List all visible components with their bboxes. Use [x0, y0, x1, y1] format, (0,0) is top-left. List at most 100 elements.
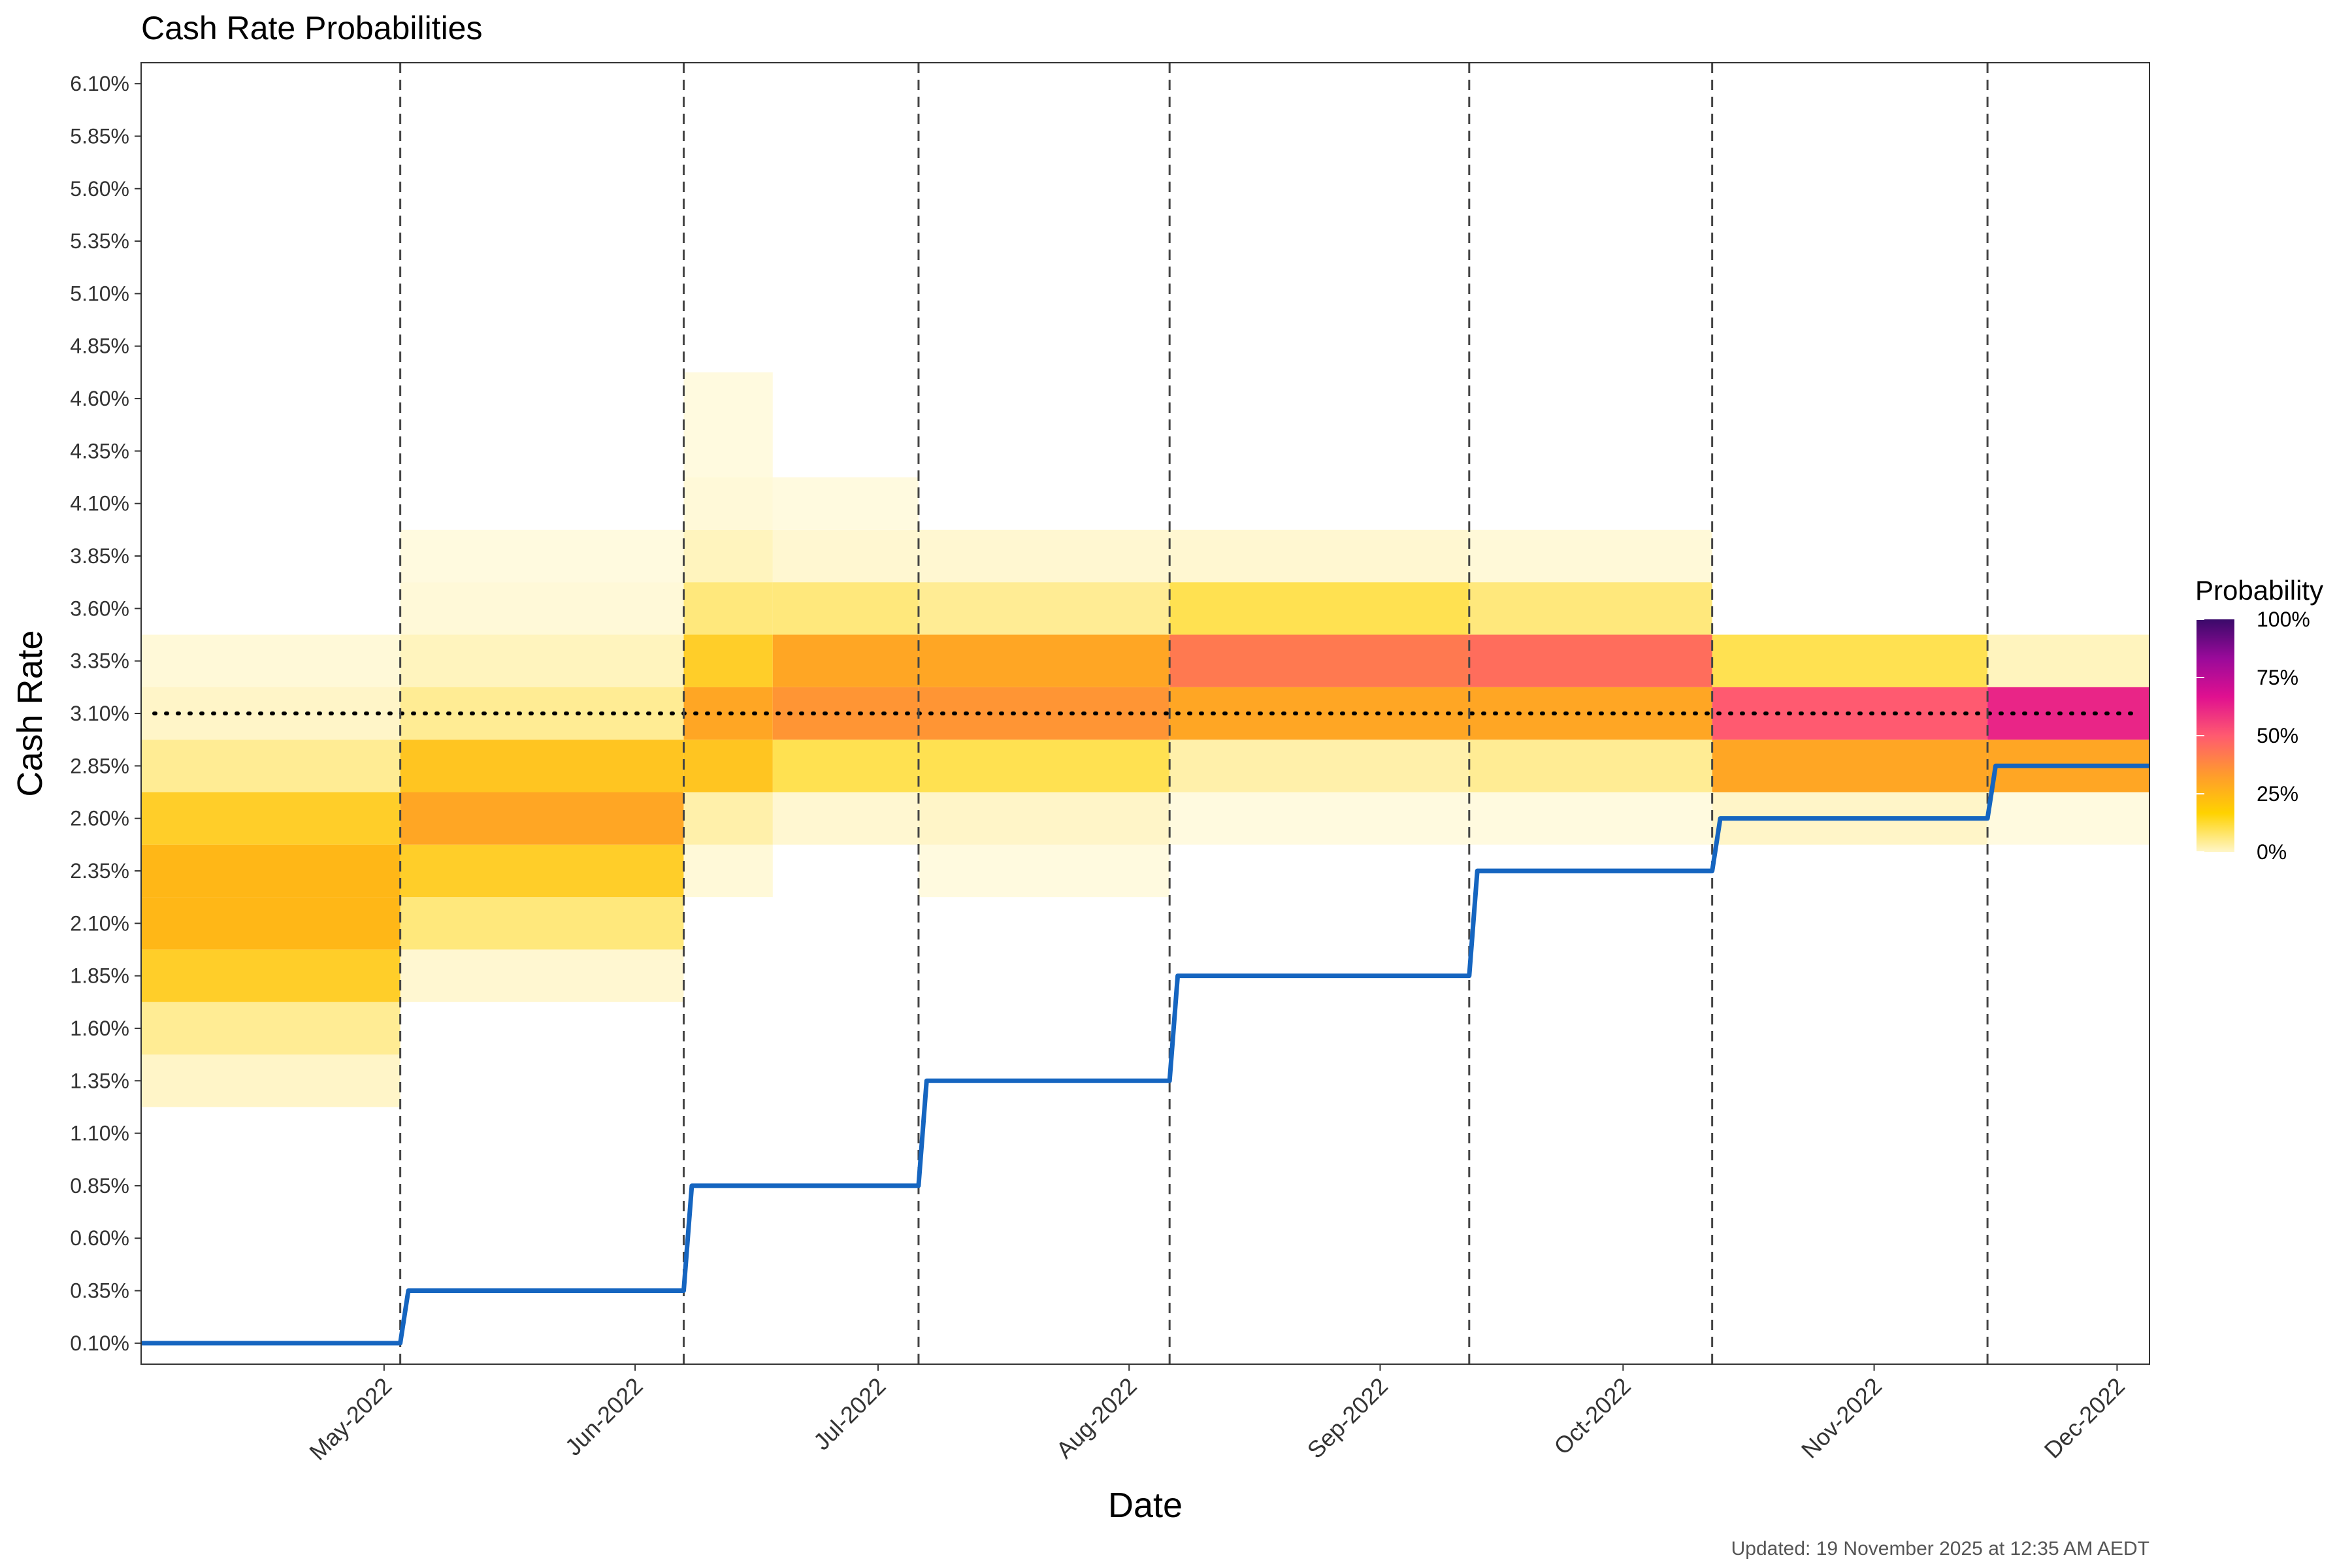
meeting-lines: [399, 63, 1989, 1364]
legend-tick-label: 75%: [2257, 666, 2298, 689]
y-tick-label: 5.85%: [70, 124, 129, 148]
y-tick-label: 0.35%: [70, 1279, 129, 1303]
heat-cell: [772, 477, 919, 530]
x-tick-label: May-2022: [304, 1373, 397, 1465]
heat-cell: [1469, 582, 1712, 635]
heat-cell: [1712, 740, 1988, 792]
y-tick-label: 1.85%: [70, 964, 129, 988]
heat-cell: [141, 1002, 400, 1055]
cash-rate-line: [141, 763, 2149, 1346]
y-tick-label: 1.60%: [70, 1017, 129, 1040]
y-tick-label: 2.60%: [70, 807, 129, 830]
heat-cell: [918, 634, 1170, 687]
heat-cell: [772, 792, 919, 845]
heat-cell: [683, 844, 773, 898]
x-tick-label: Jul-2022: [808, 1373, 891, 1456]
heat-cell: [1469, 740, 1712, 792]
heat-cell: [400, 897, 684, 950]
y-tick-label: 1.10%: [70, 1122, 129, 1145]
heat-cell: [918, 740, 1170, 792]
heat-cell: [141, 897, 400, 950]
y-tick-label: 0.85%: [70, 1174, 129, 1198]
heat-cell: [1169, 634, 1469, 687]
y-axis: 0.10% 0.35% 0.60% 0.85% 1.10% 1.35% 1.60% 1.85%…: [70, 72, 141, 1355]
heat-cell: [918, 792, 1170, 845]
heat-cell: [1169, 792, 1469, 845]
heat-cell: [683, 582, 773, 635]
x-tick-label: Dec-2022: [2039, 1373, 2130, 1463]
legend: Probability 100% 75% 50% 25% 0%: [2195, 575, 2323, 864]
heat-cell: [141, 949, 400, 1002]
y-tick-label: 2.85%: [70, 754, 129, 777]
legend-tick-label: 0%: [2257, 840, 2287, 864]
x-axis: May-2022 Jun-2022 Jul-2022 Aug-2022 Sep-2022…: [304, 1364, 2130, 1465]
y-tick-label: 3.85%: [70, 544, 129, 568]
y-tick-label: 2.35%: [70, 859, 129, 883]
heat-cell: [683, 792, 773, 845]
y-tick-label: 0.60%: [70, 1226, 129, 1250]
heat-cell: [683, 372, 773, 425]
heat-cell: [772, 740, 919, 792]
legend-tick-label: 50%: [2257, 724, 2298, 747]
y-tick-label: 4.10%: [70, 492, 129, 515]
y-tick-label: 4.35%: [70, 439, 129, 463]
heat-cell: [1469, 792, 1712, 845]
y-tick-label: 4.85%: [70, 335, 129, 358]
heat-cell: [141, 1054, 400, 1107]
y-tick-label: 4.60%: [70, 387, 129, 410]
heat-cell: [400, 740, 684, 792]
heat-cell: [918, 844, 1170, 898]
heat-cell: [772, 529, 919, 583]
x-tick-label: Oct-2022: [1548, 1373, 1636, 1460]
heat-cell: [400, 529, 684, 583]
y-axis-label: Cash Rate: [10, 630, 50, 796]
x-tick-label: Sep-2022: [1302, 1373, 1393, 1463]
y-tick-label: 5.35%: [70, 229, 129, 253]
probability-heatmap: [141, 372, 2149, 1107]
heat-cell: [400, 844, 684, 898]
y-tick-label: 0.10%: [70, 1331, 129, 1355]
legend-tick-label: 25%: [2257, 782, 2298, 806]
chart-title: Cash Rate Probabilities: [141, 10, 483, 46]
legend-title: Probability: [2195, 575, 2323, 606]
heat-cell: [400, 949, 684, 1002]
heat-cell: [772, 634, 919, 687]
heat-cell: [141, 634, 400, 687]
y-tick-label: 3.60%: [70, 596, 129, 620]
heat-cell: [918, 582, 1170, 635]
y-tick-label: 5.10%: [70, 282, 129, 305]
heat-cell: [683, 634, 773, 687]
heat-cell: [918, 687, 1170, 740]
heat-cell: [1169, 582, 1469, 635]
heat-cell: [772, 582, 919, 635]
legend-tick-label: 100%: [2257, 608, 2310, 631]
heat-cell: [400, 634, 684, 687]
heat-cell: [1712, 634, 1988, 687]
y-tick-label: 3.10%: [70, 702, 129, 725]
heat-cell: [1169, 740, 1469, 792]
y-tick-label: 2.10%: [70, 911, 129, 935]
updated-caption: Updated: 19 November 2025 at 12:35 AM AE…: [1731, 1538, 2149, 1560]
x-tick-label: Jun-2022: [560, 1373, 648, 1461]
heat-cell: [1987, 792, 2149, 845]
heat-cell: [141, 740, 400, 792]
heat-cell: [918, 529, 1170, 583]
heat-cell: [683, 529, 773, 583]
heat-cell: [683, 740, 773, 792]
heat-cell: [683, 687, 773, 740]
x-tick-label: Aug-2022: [1051, 1373, 1141, 1463]
heat-cell: [1469, 634, 1712, 687]
heat-cell: [683, 477, 773, 530]
heat-cell: [141, 844, 400, 898]
heat-cell: [400, 792, 684, 845]
cash-rate-path: [141, 763, 2149, 1346]
y-tick-label: 1.35%: [70, 1069, 129, 1092]
legend-ticks: 100% 75% 50% 25% 0%: [2197, 608, 2310, 864]
heat-cell: [141, 792, 400, 845]
heat-cell: [1469, 529, 1712, 583]
x-tick-label: Nov-2022: [1796, 1373, 1887, 1463]
heat-cell: [683, 425, 773, 478]
heat-cell: [400, 582, 684, 635]
heat-cell: [1987, 634, 2149, 687]
